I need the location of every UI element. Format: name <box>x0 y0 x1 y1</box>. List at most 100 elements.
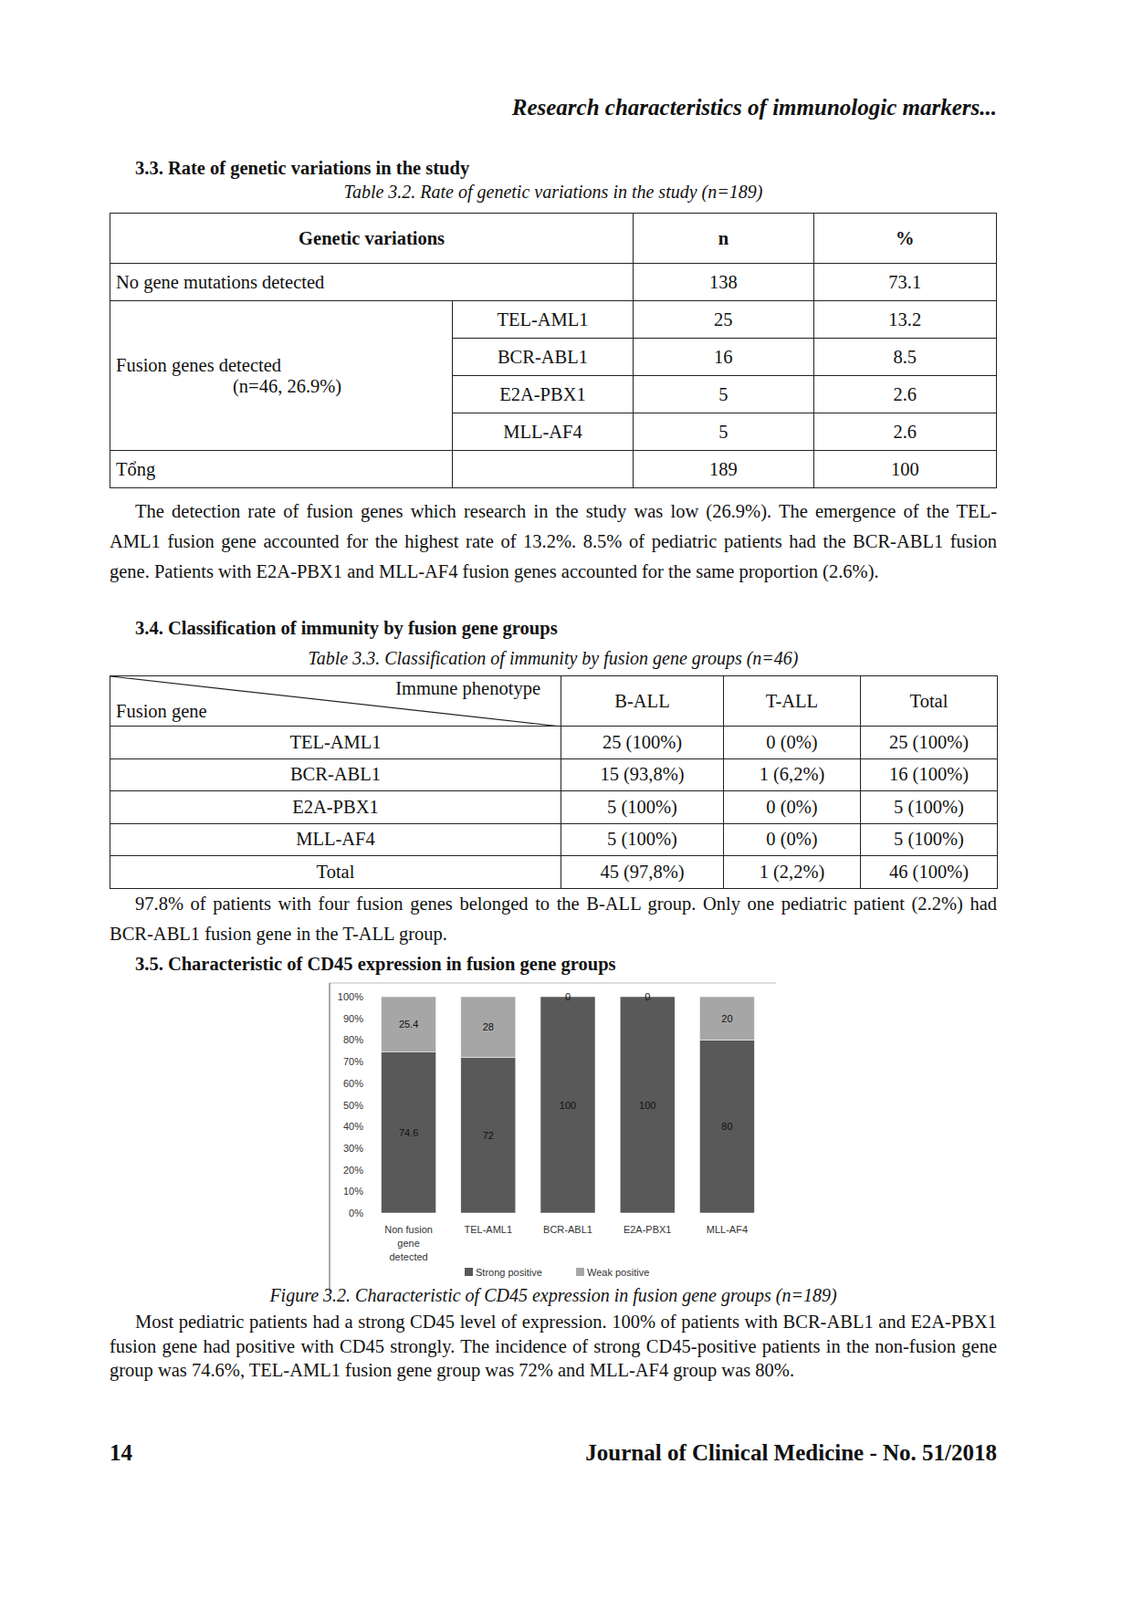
y-tick-label: 80% <box>343 1034 364 1046</box>
header-cell: Total <box>860 676 998 727</box>
cell: 25 (100%) <box>561 726 724 760</box>
col <box>110 213 453 489</box>
row: E2A-PBX15 (100%)0 (0%)5 (100%) <box>110 791 998 825</box>
legend-swatch <box>576 1268 585 1277</box>
cell: TEL-AML1 <box>110 726 562 760</box>
cell: E2A-PBX1 <box>110 791 562 825</box>
cell: 2.6 <box>813 376 996 414</box>
label-line: Non fusion <box>384 1224 433 1236</box>
cell: TEL-AML1 <box>451 301 633 339</box>
row: MLL-AF45 (100%)0 (0%)5 (100%) <box>110 823 998 857</box>
bar <box>699 1039 755 1214</box>
legend-label: Weak positive <box>586 1267 650 1279</box>
y-tick-label: 0% <box>348 1207 364 1219</box>
cell: 138 <box>633 263 814 302</box>
header-cell: Genetic variations <box>110 213 634 264</box>
cell: 2.6 <box>813 413 996 451</box>
y-tick-label: 100% <box>337 991 364 1003</box>
x-tick-label: MLL-AF4 <box>706 1224 748 1236</box>
cell: 5 (100%) <box>860 791 998 825</box>
cell: 46 (100%) <box>860 856 998 890</box>
table-caption: Table 3.2. Rate of genetic variations in… <box>109 181 997 203</box>
cell-text: Fusion genes detected <box>115 355 447 377</box>
cell: 0 (0%) <box>723 726 861 760</box>
x-tick-label: TEL-AML1 <box>464 1224 514 1236</box>
header-cell: T-ALL <box>723 676 861 727</box>
row: Total45 (97,8%)1 (2,2%)46 (100%) <box>110 856 998 890</box>
row: Fusion genes detected(n=46, 26.9%)TEL-AM… <box>110 301 997 339</box>
cell <box>451 450 633 489</box>
cell: Total <box>110 856 562 890</box>
cell: 1 (2,2%) <box>723 856 861 890</box>
data-label: 28 <box>482 1021 494 1033</box>
cell: 5 (100%) <box>561 791 724 825</box>
row: MLL-AF452.6 <box>110 413 997 451</box>
y-tick-label: 60% <box>343 1078 364 1090</box>
header-cell: n <box>633 213 814 264</box>
cell-text: Immune phenotype <box>395 678 541 700</box>
row: Genetic variationsn% <box>110 213 997 264</box>
x-tick-label: BCR-ABL1 <box>543 1224 593 1236</box>
cell: 1 (6,2%) <box>723 758 861 792</box>
legend-label: Strong positive <box>475 1267 543 1279</box>
label-line: gene <box>397 1237 420 1249</box>
corner-cell: Immune phenotype Fusion gene <box>110 676 562 727</box>
paragraph: 97.8% of patients with four fusion genes… <box>109 889 997 950</box>
table-caption: Table 3.3. Classification of immunity by… <box>109 648 997 670</box>
y-tick-label: 30% <box>343 1142 364 1154</box>
cell: 0 (0%) <box>723 823 861 857</box>
bar <box>540 996 596 1214</box>
x-tick-label: E2A-PBX1 <box>623 1224 672 1236</box>
running-title: Research characteristics of immunologic … <box>512 94 997 121</box>
cell: BCR-ABL1 <box>110 758 562 792</box>
cell: Fusion genes detected(n=46, 26.9%) <box>110 301 453 451</box>
frame <box>329 983 331 1292</box>
cell-text: (n=46, 26.9%) <box>115 376 447 398</box>
label-line: TEL-AML1 <box>464 1224 514 1236</box>
legend-swatch <box>464 1268 473 1277</box>
header-cell: % <box>813 213 996 264</box>
cell: E2A-PBX1 <box>451 376 633 414</box>
bar <box>619 996 675 1214</box>
cell: BCR-ABL1 <box>451 338 633 377</box>
data-label: 74.6 <box>398 1127 419 1139</box>
table: Immune phenotypeFusion geneB-ALLT-ALLTot… <box>109 675 998 890</box>
y-tick-label: 70% <box>343 1056 364 1068</box>
cell: 16 <box>633 338 814 377</box>
figure-caption: Figure 3.2. Characteristic of CD45 expre… <box>109 1285 997 1307</box>
data-label: 100 <box>559 1100 577 1112</box>
cell: 25 (100%) <box>860 726 998 760</box>
data-label: 80 <box>721 1121 733 1132</box>
cell: 8.5 <box>813 338 996 377</box>
cell: 189 <box>633 450 814 489</box>
data-label: 0 <box>644 991 650 1003</box>
bars <box>381 996 755 1214</box>
cell: 15 (93,8%) <box>561 758 724 792</box>
table: Genetic variationsn%No gene mutations de… <box>109 212 997 489</box>
bar <box>461 1057 516 1214</box>
data-label: 0 <box>565 991 571 1003</box>
cell: 100 <box>813 450 996 489</box>
cell: Tổng <box>110 450 453 489</box>
section-heading: 3.5. Characteristic of CD45 expression i… <box>135 953 617 975</box>
journal-name: Journal of Clinical Medicine - No. 51/20… <box>585 1440 997 1467</box>
y-tick-label: 20% <box>343 1164 364 1176</box>
paragraph: Most pediatric patients had a strong CD4… <box>109 1310 997 1384</box>
cell: MLL-AF4 <box>451 413 633 451</box>
cell: 25 <box>633 301 814 339</box>
cell: 5 <box>633 376 814 414</box>
y-tick-label: 90% <box>343 1013 364 1025</box>
label-line: BCR-ABL1 <box>543 1224 593 1236</box>
data-label: 72 <box>482 1130 494 1142</box>
bar <box>381 1051 437 1214</box>
cell-text: Fusion gene <box>115 701 208 723</box>
bar <box>699 996 755 1040</box>
section-heading: 3.3. Rate of genetic variations in the s… <box>135 157 470 179</box>
cell: 5 (100%) <box>561 823 724 857</box>
cell: 45 (97,8%) <box>561 856 724 890</box>
chart: 0%10%20%30%40%50%60%70%80%90%100%74.625.… <box>310 976 786 1292</box>
x-tick-label: Non fusiongenedetected <box>384 1224 433 1263</box>
cell: 5 (100%) <box>860 823 998 857</box>
data-label: 25.4 <box>398 1018 419 1030</box>
label-line: MLL-AF4 <box>706 1224 748 1236</box>
